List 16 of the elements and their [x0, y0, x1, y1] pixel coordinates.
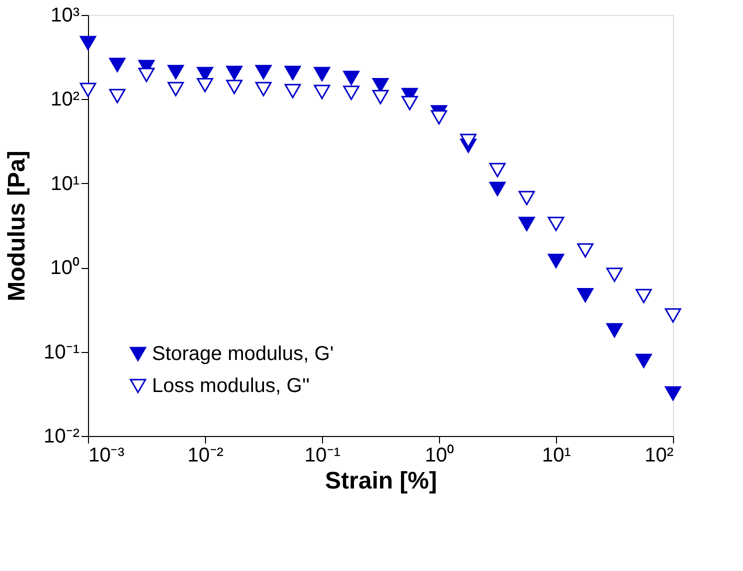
x-tick-label: 10⁻³ [88, 444, 125, 466]
y-tick-label: 10⁰ [50, 256, 80, 280]
legend-label: Loss modulus, G'' [152, 375, 310, 397]
x-axis-title: Strain [%] [324, 468, 438, 494]
y-tick-label: 10² [50, 88, 80, 111]
y-tick-label: 10⁻¹ [44, 341, 80, 364]
x-tick-label: 10⁻² [188, 444, 224, 466]
x-tick-label: 10⁰ [424, 444, 454, 466]
x-tick-label: 10² [644, 444, 674, 466]
x-tick-label: 10⁻¹ [304, 444, 341, 466]
y-axis-title: Modulus [Pa] [4, 150, 31, 302]
y-tick-label: 10⁻² [44, 426, 80, 448]
y-tick-label: 10³ [50, 4, 80, 26]
legend-label: Storage modulus, G' [152, 343, 334, 365]
y-tick-label: 10¹ [50, 172, 80, 195]
x-tick-label: 10¹ [542, 444, 572, 466]
